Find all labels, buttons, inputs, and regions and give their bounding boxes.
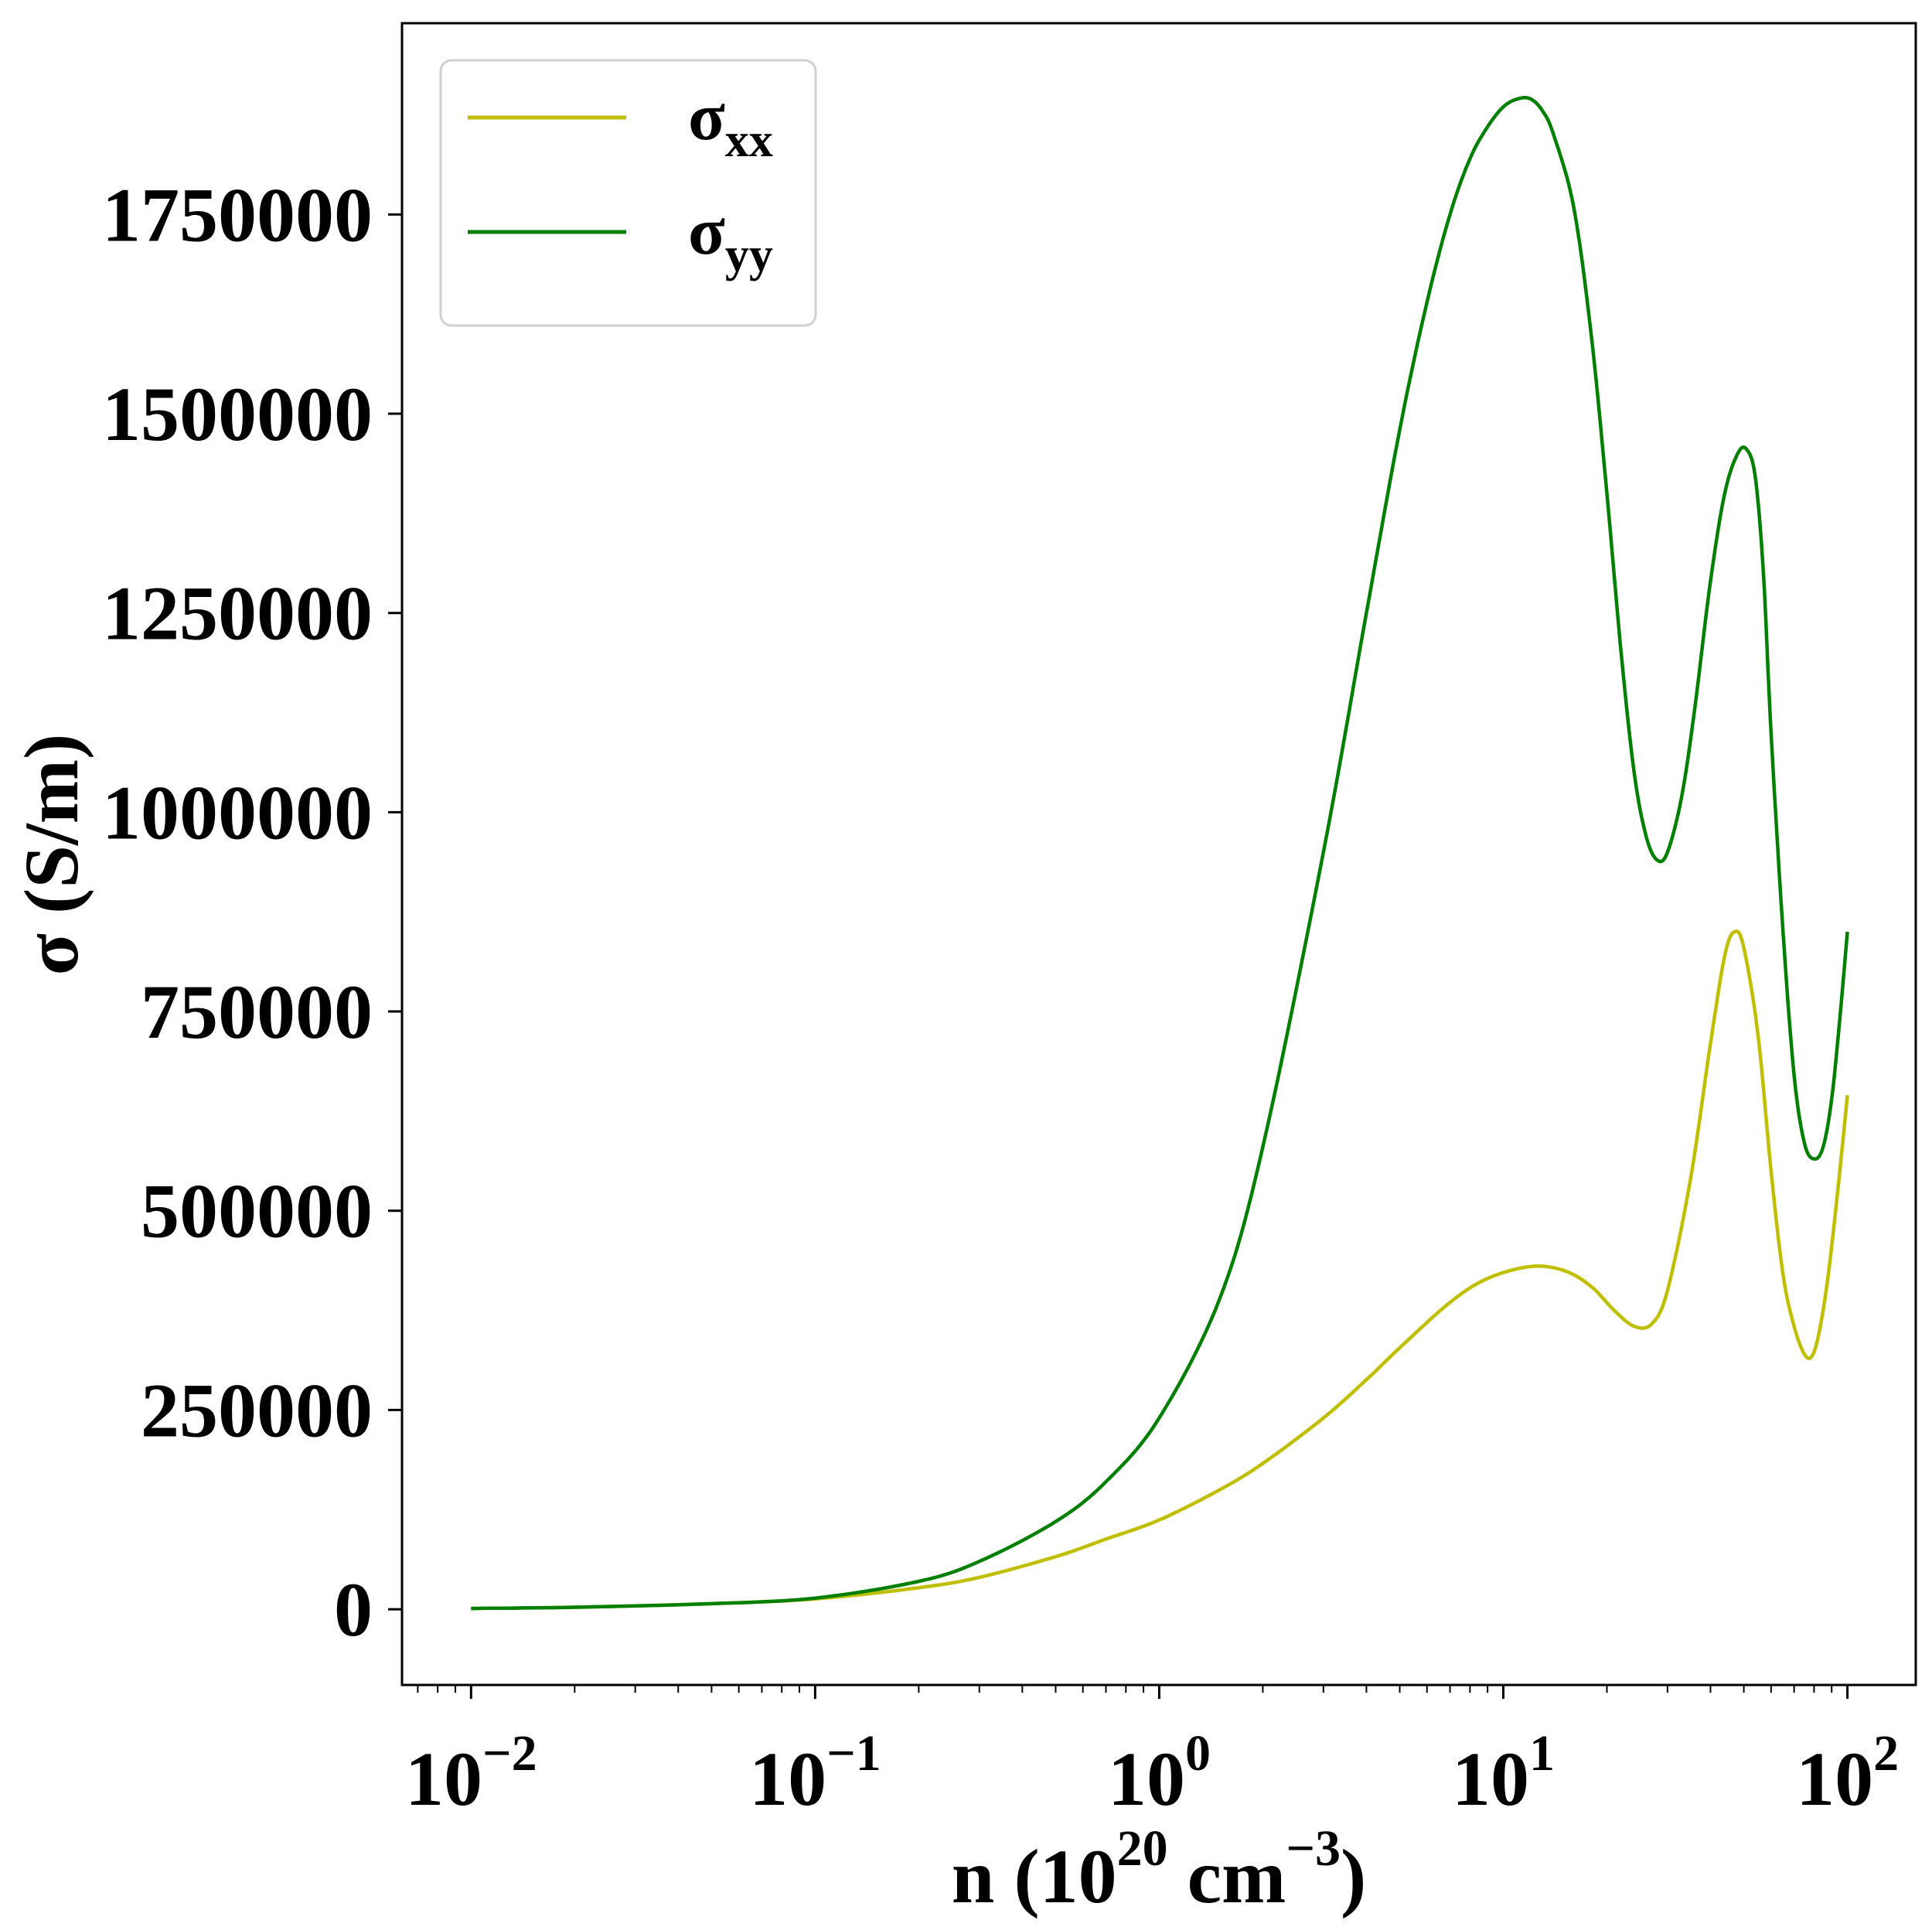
x-tick-label: 102	[1796, 1725, 1899, 1822]
y-tick-label: 0	[334, 1567, 373, 1652]
x-axis-label: n (1020 cm−3)	[952, 1820, 1367, 1919]
legend-label-xx: σxx	[688, 80, 773, 167]
legend-label-yy: σyy	[688, 194, 773, 281]
series-line-yy	[471, 96, 1849, 1611]
y-tick-label: 1750000	[102, 172, 373, 258]
x-tick-label: 100	[1108, 1725, 1211, 1822]
x-tick-label: 10−1	[749, 1725, 881, 1822]
plot-area: 10−2 10−1 100 101 102 0 250000 500000 750000 100…	[102, 22, 1917, 1822]
legend: σxx σyy	[439, 59, 817, 327]
legend-entries: σxx σyy	[468, 80, 773, 281]
y-tick-label: 1000000	[102, 769, 373, 855]
x-tick-label: 10−2	[405, 1725, 537, 1822]
y-tick-label: 500000	[141, 1168, 373, 1254]
legend-box	[439, 59, 817, 327]
x-axis-ticks: 10−2 10−1 100 101 102	[405, 1685, 1899, 1822]
y-axis-ticks: 0 250000 500000 750000 1000000 1250000 1500000…	[102, 172, 402, 1652]
y-tick-label: 250000	[141, 1367, 373, 1453]
series-line-xx	[471, 929, 1849, 1611]
x-tick-label: 101	[1452, 1725, 1555, 1822]
series-layer	[471, 96, 1849, 1611]
y-axis-label: σ (S/m)	[9, 734, 94, 976]
y-tick-label: 1250000	[102, 571, 373, 657]
y-tick-label: 1500000	[102, 371, 373, 457]
y-tick-label: 750000	[141, 969, 373, 1055]
